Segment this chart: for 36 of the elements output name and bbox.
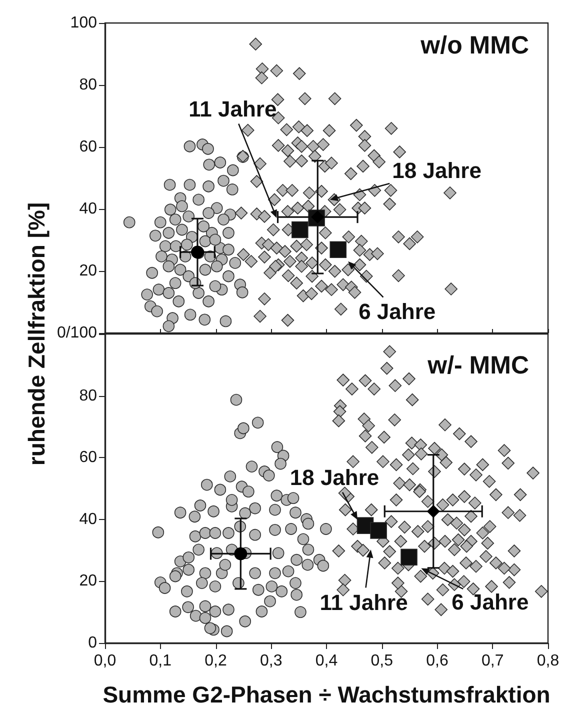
annotation: 11 Jahre: [188, 96, 277, 122]
y-tick-label: 20: [79, 572, 98, 590]
y-tick-label: 0/100: [56, 324, 98, 342]
point: [330, 241, 347, 258]
y-tick-label: 20: [79, 262, 98, 280]
x-tick-label: 0,2: [204, 652, 227, 670]
x-tick-label: 0,1: [149, 652, 172, 670]
point: [234, 547, 248, 560]
y-tick-label: 60: [79, 138, 98, 156]
x-tick-label: 0,0: [94, 652, 116, 670]
x-tick-label: 0,6: [426, 652, 448, 670]
text: w/- MMC: [426, 352, 530, 380]
y-tick-label: 40: [79, 510, 98, 528]
annotation: 18 Jahre: [290, 465, 380, 490]
y-tick-label: 100: [70, 14, 98, 32]
y-tick-label: 80: [79, 387, 98, 404]
point: [292, 221, 308, 238]
annotation: 18 Jahre: [392, 158, 482, 184]
y-tick-label: 40: [79, 200, 98, 218]
point: [426, 504, 440, 518]
y-tick-label: 60: [79, 449, 98, 466]
point: [400, 548, 418, 566]
annotation: 11 Jahre: [320, 590, 408, 616]
y-axis-title: ruhende Zellfraktion [%]: [24, 202, 50, 466]
y-tick-label: 80: [79, 76, 98, 94]
x-axis-title: Summe G2-Phasen ÷ Wachstumsfraktion: [102, 682, 550, 708]
y-tick-label: 0: [88, 634, 98, 652]
annotation: 6 Jahre: [358, 298, 436, 324]
x-tick-label: 0,4: [315, 652, 338, 670]
x-tick-label: 0,3: [260, 652, 282, 670]
annotation: 6 Jahre: [452, 590, 529, 615]
point: [370, 522, 387, 539]
x-tick-label: 0,5: [370, 652, 394, 670]
x-tick-label: 0,7: [482, 652, 504, 670]
x-tick-label: 0,8: [536, 652, 560, 670]
chart-title: w/o MMC: [420, 32, 530, 60]
